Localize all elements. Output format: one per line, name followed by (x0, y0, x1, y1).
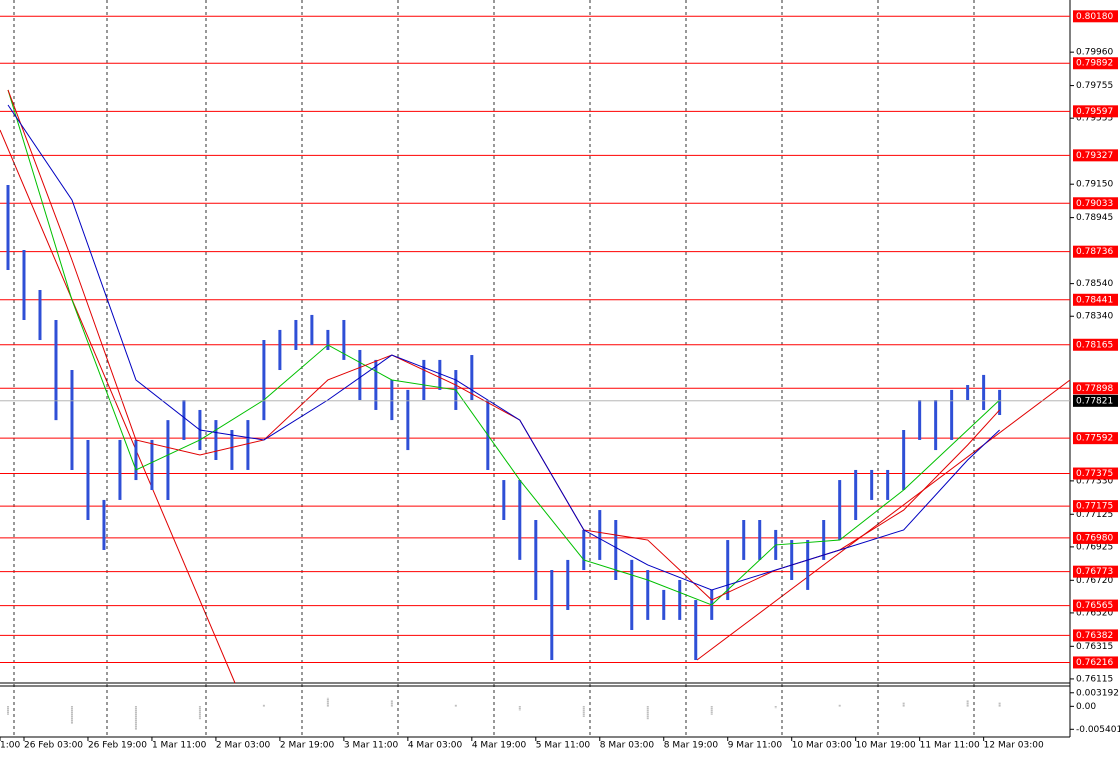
level-label-box (1073, 656, 1118, 669)
y-tick-label: 0.76115 (1076, 674, 1113, 684)
y-tick-label: 0.78540 (1076, 279, 1113, 289)
x-tick-label: 2 Mar 03:00 (216, 741, 271, 751)
y-tick-label: 0.76520 (1076, 608, 1113, 618)
x-tick-label: 4 Mar 19:00 (472, 741, 527, 751)
x-tick-label: 1:00 (0, 741, 20, 751)
y-tick-label: 0.76315 (1076, 642, 1113, 652)
x-tick-label: 3 Mar 11:00 (344, 741, 399, 751)
level-label: 0.77592 (1076, 434, 1113, 444)
x-tick-label: 10 Mar 19:00 (856, 741, 916, 751)
level-label: 0.76382 (1076, 631, 1113, 641)
trend-line (0, 129, 236, 684)
level-label: 0.76773 (1076, 567, 1113, 577)
osc-y-tick-label: 0.003192 (1076, 688, 1119, 698)
y-tick-label: 0.79555 (1076, 114, 1113, 124)
level-label: 0.78736 (1076, 247, 1113, 257)
trend-line (696, 379, 1071, 661)
level-label-box (1073, 531, 1118, 544)
level-label-box (1073, 10, 1118, 23)
level-label: 0.76980 (1076, 533, 1113, 543)
level-label: 0.76216 (1076, 658, 1113, 668)
x-tick-label: 26 Feb 03:00 (24, 741, 83, 751)
x-tick-label: 8 Mar 19:00 (664, 741, 719, 751)
level-label: 0.79597 (1076, 107, 1113, 117)
level-label: 0.76565 (1076, 601, 1113, 611)
level-label-box (1073, 382, 1118, 395)
x-tick-label: 9 Mar 11:00 (728, 741, 783, 751)
y-tick-label: 0.79150 (1076, 180, 1113, 190)
y-tick-label: 0.76720 (1076, 576, 1113, 586)
price-label-box (1073, 394, 1118, 407)
level-label-box (1073, 500, 1118, 513)
level-label-box (1073, 245, 1118, 258)
y-tick-label: 0.76925 (1076, 542, 1113, 552)
level-label: 0.79892 (1076, 59, 1113, 69)
level-label-box (1073, 105, 1118, 118)
level-label-box (1073, 57, 1118, 70)
x-tick-label: 12 Mar 03:00 (984, 741, 1044, 751)
level-label-box (1073, 149, 1118, 162)
price-label: 0.77821 (1076, 396, 1113, 406)
level-label: 0.80180 (1076, 12, 1113, 22)
x-tick-label: 5 Mar 11:00 (536, 741, 591, 751)
level-label: 0.77898 (1076, 384, 1113, 394)
x-tick-label: 8 Mar 03:00 (600, 741, 655, 751)
moving-average (7, 104, 1000, 591)
level-label-box (1073, 338, 1118, 351)
y-tick-label: 0.78340 (1076, 312, 1113, 322)
y-tick-label: 0.77330 (1076, 476, 1113, 486)
level-label-box (1073, 467, 1118, 480)
level-label-box (1073, 197, 1118, 210)
x-tick-label: 1 Mar 11:00 (152, 741, 207, 751)
x-tick-label: 4 Mar 03:00 (408, 741, 463, 751)
x-tick-label: 26 Feb 19:00 (88, 741, 147, 751)
level-label: 0.77175 (1076, 502, 1113, 512)
level-label: 0.77375 (1076, 469, 1113, 479)
x-tick-label: 10 Mar 03:00 (792, 741, 852, 751)
y-tick-label: 0.77125 (1076, 510, 1113, 520)
level-label-box (1073, 565, 1118, 578)
level-label-box (1073, 293, 1118, 306)
level-label-box (1073, 629, 1118, 642)
level-label: 0.79033 (1076, 199, 1113, 209)
x-tick-label: 2 Mar 19:00 (280, 741, 335, 751)
x-tick-label: 11 Mar 11:00 (920, 741, 980, 751)
level-label-box (1073, 599, 1118, 612)
level-label: 0.79327 (1076, 151, 1113, 161)
level-label: 0.78441 (1076, 295, 1113, 305)
y-tick-label: 0.79755 (1076, 81, 1113, 91)
level-label-box (1073, 432, 1118, 445)
osc-y-tick-label: -0.005401 (1076, 725, 1120, 735)
y-tick-label: 0.78945 (1076, 213, 1113, 223)
level-label: 0.78165 (1076, 340, 1113, 350)
y-tick-label: 0.79960 (1076, 48, 1113, 58)
osc-y-tick-label: 0.00 (1076, 702, 1096, 712)
